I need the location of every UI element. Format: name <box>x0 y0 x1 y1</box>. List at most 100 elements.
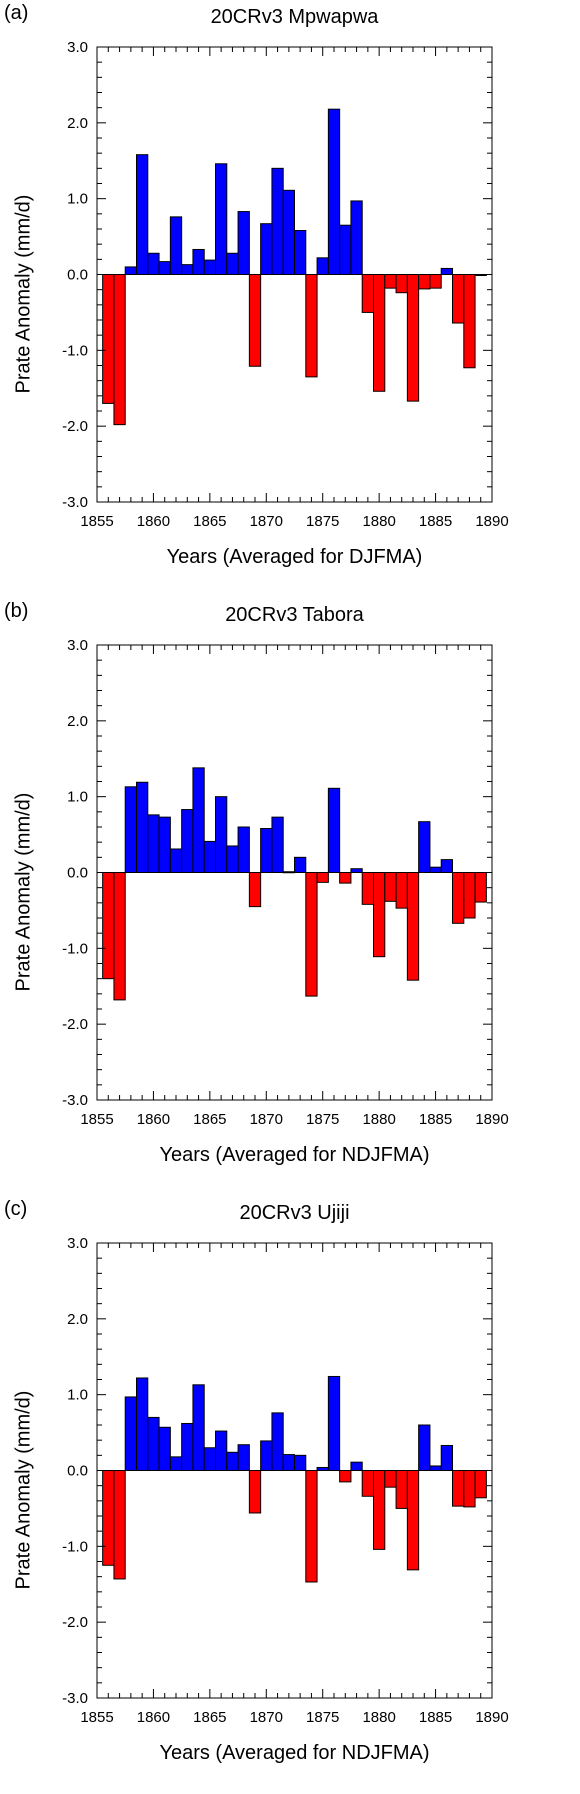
bar-1870 <box>260 223 273 276</box>
bar-1874 <box>305 1470 318 1583</box>
bar-1869 <box>248 1470 262 1514</box>
y-tick-label: 1.0 <box>67 789 88 806</box>
x-tick-label: 1865 <box>193 513 226 530</box>
x-tick-label: 1885 <box>419 1709 452 1726</box>
x-tick-label: 1875 <box>306 513 339 530</box>
x-tick-label: 1860 <box>137 513 170 530</box>
y-tick-label: 3.0 <box>67 39 88 56</box>
bar-1884 <box>418 1424 431 1471</box>
y-tick-label: 1.0 <box>67 191 88 208</box>
bar-1881 <box>384 872 397 902</box>
y-tick-label: -1.0 <box>62 1538 88 1555</box>
x-axis-label: Years (Averaged for NDJFMA) <box>159 1742 430 1764</box>
bar-1859 <box>136 1377 149 1471</box>
bar-1889 <box>474 1470 487 1499</box>
panel-label: (b) <box>4 600 29 622</box>
bar-1860 <box>147 1416 160 1471</box>
bar-1859 <box>136 781 149 873</box>
bar-1856 <box>102 872 115 980</box>
bar-1867 <box>226 845 239 874</box>
bar-1880 <box>373 274 386 392</box>
bar-1863 <box>181 1422 194 1471</box>
bar-1879 <box>361 274 374 313</box>
y-tick-label: 0.0 <box>67 865 88 882</box>
x-tick-label: 1875 <box>306 1111 339 1128</box>
y-tick-label: 0.0 <box>67 267 88 284</box>
bar-1885 <box>429 274 442 289</box>
x-tick-label: 1880 <box>362 1111 395 1128</box>
bar-1887 <box>452 872 465 924</box>
y-tick-label: -2.0 <box>62 1614 88 1631</box>
x-tick-label: 1865 <box>193 1111 226 1128</box>
bar-1869 <box>248 274 262 367</box>
bar-1861 <box>158 261 171 275</box>
bar-1869 <box>248 872 262 908</box>
bar-1868 <box>237 826 250 873</box>
bar-1885 <box>429 866 442 874</box>
bar-1877 <box>339 872 352 884</box>
x-tick-label: 1855 <box>80 1709 113 1726</box>
bar-1867 <box>226 1451 239 1471</box>
bar-1860 <box>147 814 160 873</box>
bar-1868 <box>237 1444 250 1472</box>
bar-1878 <box>350 1461 363 1472</box>
bar-1875 <box>316 257 329 276</box>
bar-1880 <box>373 872 386 958</box>
bar-1879 <box>361 1470 374 1497</box>
x-tick-label: 1885 <box>419 513 452 530</box>
bar-1885 <box>429 1465 442 1472</box>
bar-1880 <box>373 1470 386 1550</box>
x-tick-label: 1885 <box>419 1111 452 1128</box>
panel-a: (a) 20CRv3 Mpwapwa Prate Anomaly (mm/d) … <box>0 0 580 598</box>
bar-1886 <box>440 859 453 873</box>
bar-1886 <box>440 267 453 275</box>
bar-chart-svg: 1855 1860 1865 1870 1875 1880 1885 1890 3.0 2.0 1.… <box>62 637 509 1128</box>
bar-1856 <box>102 1470 115 1566</box>
bar-1871 <box>271 167 284 275</box>
x-tick-label: 1870 <box>250 1111 283 1128</box>
bar-1882 <box>395 1470 408 1509</box>
bar-1864 <box>192 1384 205 1471</box>
x-tick-label: 1855 <box>80 1111 113 1128</box>
chart-title: 20CRv3 Tabora <box>225 604 364 626</box>
y-tick-label: 3.0 <box>67 637 88 654</box>
bar-1874 <box>305 274 318 378</box>
x-tick-label: 1890 <box>475 1709 508 1726</box>
y-tick-label: 0.0 <box>67 1463 88 1480</box>
panel-c: (c) 20CRv3 Ujiji Prate Anomaly (mm/d) Ye… <box>0 1196 580 1794</box>
bar-1868 <box>237 211 250 275</box>
panel-label: (a) <box>4 2 29 24</box>
bar-1861 <box>158 816 171 873</box>
bar-1866 <box>215 796 228 873</box>
bar-1875 <box>316 1466 329 1472</box>
bar-1865 <box>203 259 217 275</box>
bar-1870 <box>260 1440 273 1471</box>
bar-1857 <box>113 872 126 1001</box>
bar-1872 <box>282 871 295 874</box>
y-tick-label: -1.0 <box>62 342 88 359</box>
bar-1863 <box>181 809 194 873</box>
bar-1882 <box>395 274 408 294</box>
y-tick-label: -3.0 <box>62 1690 88 1707</box>
y-tick-label: 2.0 <box>67 713 88 730</box>
bar-1862 <box>169 216 183 275</box>
panel-b: (b) 20CRv3 Tabora Prate Anomaly (mm/d) Y… <box>0 598 580 1196</box>
bar-1858 <box>124 266 137 276</box>
bar-1861 <box>158 1426 171 1471</box>
bar-1889 <box>474 872 487 903</box>
bar-1881 <box>384 1470 397 1488</box>
bar-1858 <box>124 1396 137 1471</box>
bar-1873 <box>294 1454 307 1471</box>
bar-1888 <box>463 274 476 369</box>
y-tick-label: -3.0 <box>62 494 88 511</box>
bar-1879 <box>361 872 374 905</box>
x-axis-label: Years (Averaged for NDJFMA) <box>159 1144 430 1166</box>
bar-1865 <box>203 1447 217 1471</box>
bar-1856 <box>102 274 115 404</box>
x-tick-label: 1855 <box>80 513 113 530</box>
y-tick-label: 3.0 <box>67 1235 88 1252</box>
bar-1877 <box>339 1470 352 1483</box>
bar-1872 <box>282 189 295 276</box>
y-tick-label: -2.0 <box>62 1016 88 1033</box>
